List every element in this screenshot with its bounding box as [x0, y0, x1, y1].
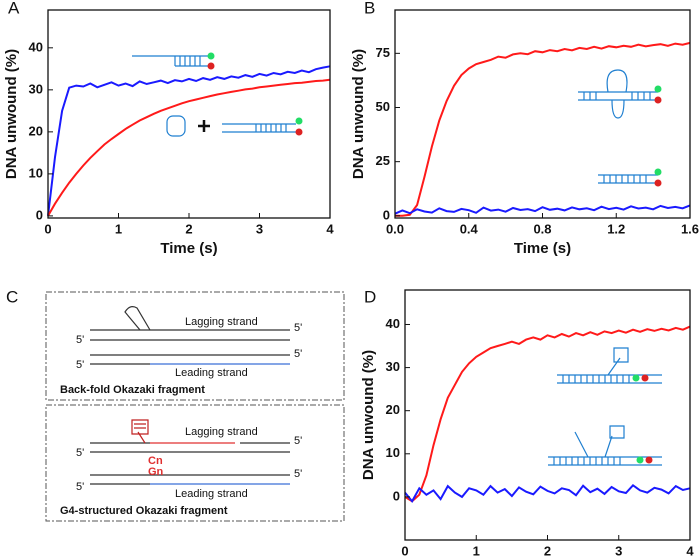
plus-sign — [198, 120, 210, 132]
y-axis-label: DNA unwound (%) — [360, 350, 377, 480]
data-line — [395, 41, 691, 217]
x-axis-label: Time (s) — [514, 240, 571, 257]
panel-label: B — [364, 0, 375, 17]
prime: 5' — [294, 435, 302, 447]
caption: Back-fold Okazaki fragment — [60, 384, 205, 396]
prime: 5' — [294, 468, 302, 480]
x-tick-label: 0.4 — [460, 221, 479, 236]
label: Lagging strand — [185, 426, 258, 438]
label: Leading strand — [175, 367, 248, 379]
x-tick-label: 1.2 — [607, 221, 625, 236]
label: Lagging strand — [185, 316, 258, 328]
prime: 5' — [294, 348, 302, 360]
y-tick-label: 0 — [393, 488, 400, 503]
y-tick-label: 10 — [29, 165, 43, 180]
prime: 5' — [76, 481, 84, 493]
panel-label: C — [6, 287, 18, 306]
y-axis-label: DNA unwound (%) — [3, 49, 20, 179]
x-tick-label: 3 — [615, 543, 622, 558]
y-tick-label: 30 — [386, 359, 400, 374]
x-tick-label: 1.6 — [681, 221, 699, 236]
dna-inset — [132, 55, 662, 466]
y-tick-label: 30 — [29, 81, 43, 96]
panel-label: D — [364, 287, 376, 306]
data-line — [47, 65, 331, 217]
y-tick-label: 40 — [386, 316, 400, 331]
prime: 5' — [76, 359, 84, 371]
y-tick-label: 25 — [376, 153, 390, 168]
x-tick-label: 2 — [185, 221, 192, 236]
y-tick-label: 0 — [383, 207, 390, 222]
x-tick-label: 0.0 — [386, 221, 404, 236]
x-tick-label: 1 — [473, 543, 480, 558]
y-tick-label: 75 — [376, 45, 390, 60]
prime: 5' — [294, 322, 302, 334]
plot-frame — [394, 9, 691, 219]
x-tick-label: 4 — [326, 221, 334, 236]
y-tick-label: 20 — [386, 402, 400, 417]
plot-frame — [47, 9, 331, 219]
data-line — [394, 204, 691, 215]
panel-label: A — [8, 0, 20, 17]
dye-dots — [207, 52, 662, 464]
x-tick-label: 0 — [44, 221, 51, 236]
label: Gn — [148, 466, 164, 478]
label: Cn — [148, 455, 163, 467]
diagram-box — [45, 291, 345, 522]
plot-frame — [404, 289, 691, 541]
x-axis-label: Time (s) — [160, 240, 217, 257]
y-tick-label: 20 — [29, 123, 43, 138]
y-tick-label: 40 — [29, 39, 43, 54]
y-axis-label: DNA unwound (%) — [350, 49, 367, 179]
strands — [90, 306, 290, 485]
data-line — [404, 325, 691, 503]
data-line — [404, 483, 691, 503]
x-tick-label: 2 — [544, 543, 551, 558]
y-tick-label: 0 — [36, 207, 43, 222]
x-tick-label: 3 — [256, 221, 263, 236]
caption: G4-structured Okazaki fragment — [60, 505, 228, 517]
prime: 5' — [76, 447, 84, 459]
x-tick-label: 0.8 — [533, 221, 551, 236]
prime: 5' — [76, 334, 84, 346]
x-tick-label: 0 — [401, 543, 408, 558]
y-tick-label: 10 — [386, 445, 400, 460]
x-tick-label: 4 — [686, 543, 694, 558]
x-tick-label: 1 — [115, 221, 122, 236]
data-line — [47, 78, 331, 217]
y-tick-label: 50 — [376, 99, 390, 114]
label: Leading strand — [175, 488, 248, 500]
